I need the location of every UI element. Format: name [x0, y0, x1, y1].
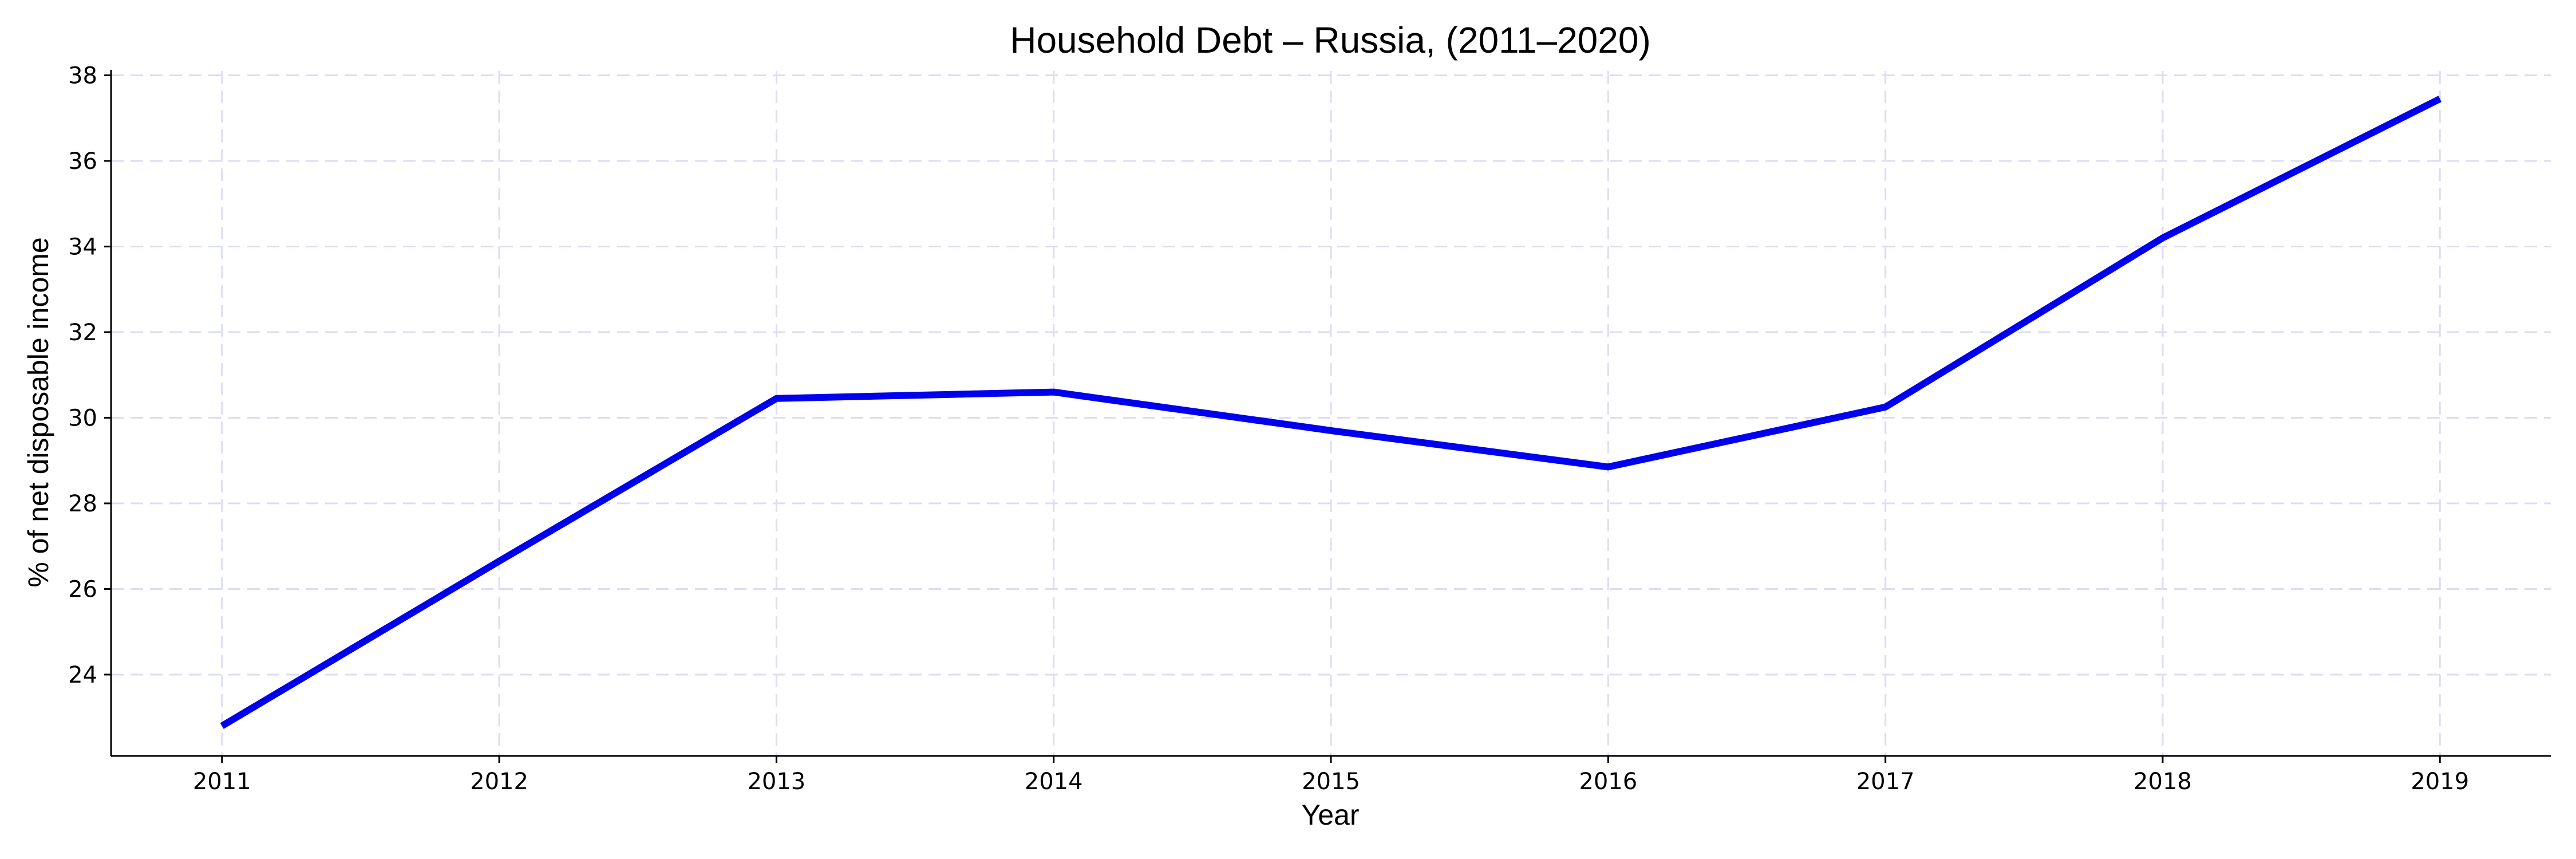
series-line: [220, 96, 2441, 729]
x-tick-label: 2011: [193, 769, 251, 795]
grid: [111, 71, 2551, 756]
x-tick-label: 2014: [1025, 769, 1083, 795]
chart-title: Household Debt – Russia, (2011–2020): [1010, 19, 1651, 61]
y-axis-label: % of net disposable income: [22, 237, 54, 587]
x-tick-label: 2013: [747, 769, 805, 795]
y-tick-label: 34: [68, 234, 97, 260]
ticks: 2011 2012 2013 2014 2015 2016 2017 2018 2019 24 26…: [68, 62, 2469, 795]
y-tick-label: 30: [68, 405, 97, 431]
x-tick-label: 2015: [1302, 769, 1360, 795]
x-tick-label: 2016: [1579, 769, 1637, 795]
x-tick-label: 2018: [2134, 769, 2192, 795]
x-tick-label: 2017: [1856, 769, 1915, 795]
x-tick-label: 2012: [470, 769, 528, 795]
y-tick-label: 32: [68, 320, 97, 346]
x-tick-label: 2019: [2411, 769, 2469, 795]
series-layer: [220, 96, 2441, 729]
y-tick-label: 28: [68, 491, 97, 517]
y-tick-label: 38: [68, 62, 97, 89]
y-tick-label: 24: [68, 662, 97, 688]
y-tick-label: 26: [68, 576, 97, 602]
y-tick-label: 36: [68, 148, 97, 175]
x-axis-label: Year: [1301, 799, 1359, 831]
